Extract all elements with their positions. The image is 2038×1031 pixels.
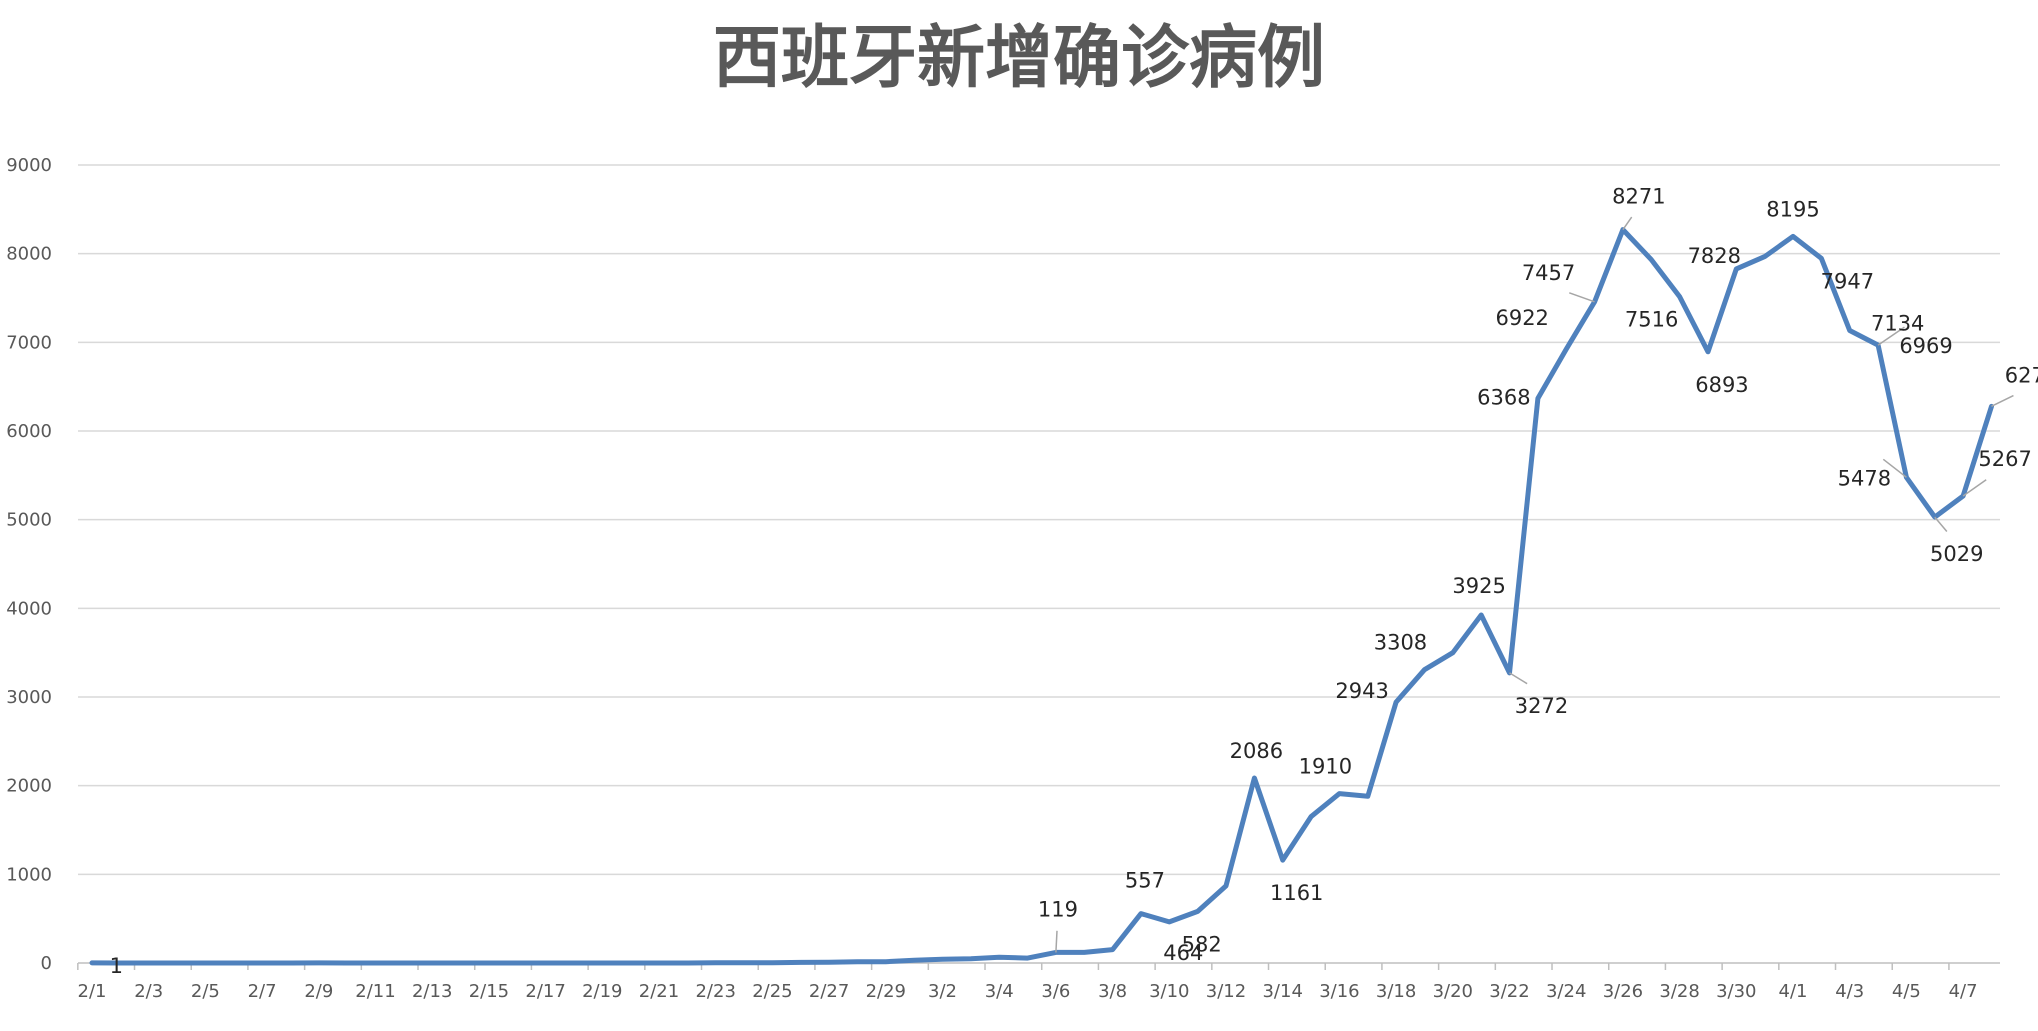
y-tick-label: 5000 [6, 510, 52, 531]
data-label: 5267 [1978, 447, 2031, 471]
y-tick-label: 1000 [6, 864, 52, 885]
x-tick-label: 4/3 [1835, 981, 1864, 1002]
x-tick-label: 3/6 [1041, 981, 1070, 1002]
x-tick-label: 2/27 [809, 981, 849, 1002]
y-tick-label: 4000 [6, 598, 52, 619]
data-label: 3925 [1452, 574, 1505, 598]
y-tick-label: 7000 [6, 332, 52, 353]
data-label: 3308 [1374, 631, 1427, 655]
data-label: 7134 [1871, 311, 1924, 335]
data-label-leader [1055, 930, 1058, 953]
x-tick-label: 2/19 [582, 981, 622, 1002]
x-tick-label: 3/22 [1489, 981, 1529, 1002]
data-label: 3272 [1515, 694, 1568, 718]
x-tick-label: 2/3 [134, 981, 163, 1002]
data-label: 8195 [1766, 197, 1819, 221]
x-tick-label: 3/18 [1376, 981, 1416, 1002]
data-label: 464 [1163, 941, 1203, 965]
data-label: 6922 [1495, 306, 1548, 330]
data-label: 582 [1182, 932, 1222, 956]
data-label: 5478 [1838, 466, 1891, 490]
data-label: 8271 [1612, 185, 1665, 209]
x-tick-label: 3/28 [1659, 981, 1699, 1002]
x-tick-label: 3/26 [1603, 981, 1643, 1002]
x-tick-label: 3/12 [1206, 981, 1246, 1002]
series-line [89, 227, 1994, 966]
x-tick-label: 2/29 [866, 981, 906, 1002]
data-label: 5029 [1930, 542, 1983, 566]
data-label: 7828 [1688, 244, 1741, 268]
x-tick-label: 4/1 [1779, 981, 1808, 1002]
x-tick-label: 3/2 [928, 981, 957, 1002]
x-tick-label: 2/7 [248, 981, 277, 1002]
x-tick-label: 2/5 [191, 981, 220, 1002]
x-tick-label: 2/1 [78, 981, 107, 1002]
data-label: 1 [110, 954, 123, 978]
series-layer [89, 227, 1994, 966]
data-label: 2086 [1230, 739, 1283, 763]
data-label: 7516 [1625, 308, 1678, 332]
x-tick-label: 2/17 [525, 981, 565, 1002]
data-label-leader [1962, 479, 1987, 497]
x-tick-label: 3/8 [1098, 981, 1127, 1002]
x-tick-label: 4/5 [1892, 981, 1921, 1002]
y-tick-label: 6000 [6, 421, 52, 442]
x-tick-label: 2/25 [752, 981, 792, 1002]
y-axis-tick-labels: 0 1000 2000 3000 4000 5000 6000 7000 8000 9000 [6, 155, 52, 974]
data-label: 119 [1038, 897, 1078, 921]
x-tick-label: 3/20 [1433, 981, 1473, 1002]
x-tick-label: 3/16 [1319, 981, 1359, 1002]
data-label-leader [1568, 292, 1595, 303]
chart-title: 西班牙新增确诊病例 [712, 18, 1325, 98]
x-tick-label: 2/9 [304, 981, 333, 1002]
y-tick-label: 3000 [6, 687, 52, 708]
data-label-leader [1934, 516, 1948, 532]
gridlines [78, 164, 2000, 876]
x-tick-label: 4/7 [1949, 981, 1978, 1002]
data-label: 2943 [1335, 679, 1388, 703]
x-axis-tick-labels: 2/1 2/3 2/5 2/7 2/9 2/11 2/13 2/15 2/17 2/19 2/21 2… [78, 981, 1978, 1002]
y-tick-label: 2000 [6, 776, 52, 797]
x-tick-label: 3/24 [1546, 981, 1586, 1002]
x-tick-label: 2/21 [639, 981, 679, 1002]
data-label: 1161 [1270, 881, 1323, 905]
x-tick-label: 3/14 [1262, 981, 1302, 1002]
data-label: 1910 [1299, 755, 1352, 779]
data-label-leader [1882, 458, 1907, 478]
data-label: 7457 [1522, 261, 1575, 285]
data-label-leaders [1055, 216, 2014, 953]
data-label: 6278 [2005, 363, 2038, 387]
y-tick-label: 0 [41, 953, 52, 974]
data-label: 6368 [1477, 385, 1530, 409]
data-label-leader [1991, 394, 2014, 408]
x-tick-label: 2/11 [355, 981, 395, 1002]
data-label: 557 [1125, 869, 1165, 893]
x-tick-label: 3/10 [1149, 981, 1189, 1002]
x-tick-label: 3/30 [1716, 981, 1756, 1002]
data-label: 7947 [1821, 269, 1874, 293]
data-label-leader [1622, 216, 1633, 231]
y-tick-label: 9000 [6, 155, 52, 176]
data-label-leader [1877, 326, 1905, 346]
x-tick-label: 2/23 [695, 981, 735, 1002]
x-tick-label: 2/13 [412, 981, 452, 1002]
x-tick-label: 2/15 [469, 981, 509, 1002]
x-tick-label: 3/4 [985, 981, 1014, 1002]
data-label-leader [1509, 672, 1528, 685]
data-label: 6893 [1695, 373, 1748, 397]
y-tick-label: 8000 [6, 244, 52, 265]
data-label: 6969 [1899, 334, 1952, 358]
